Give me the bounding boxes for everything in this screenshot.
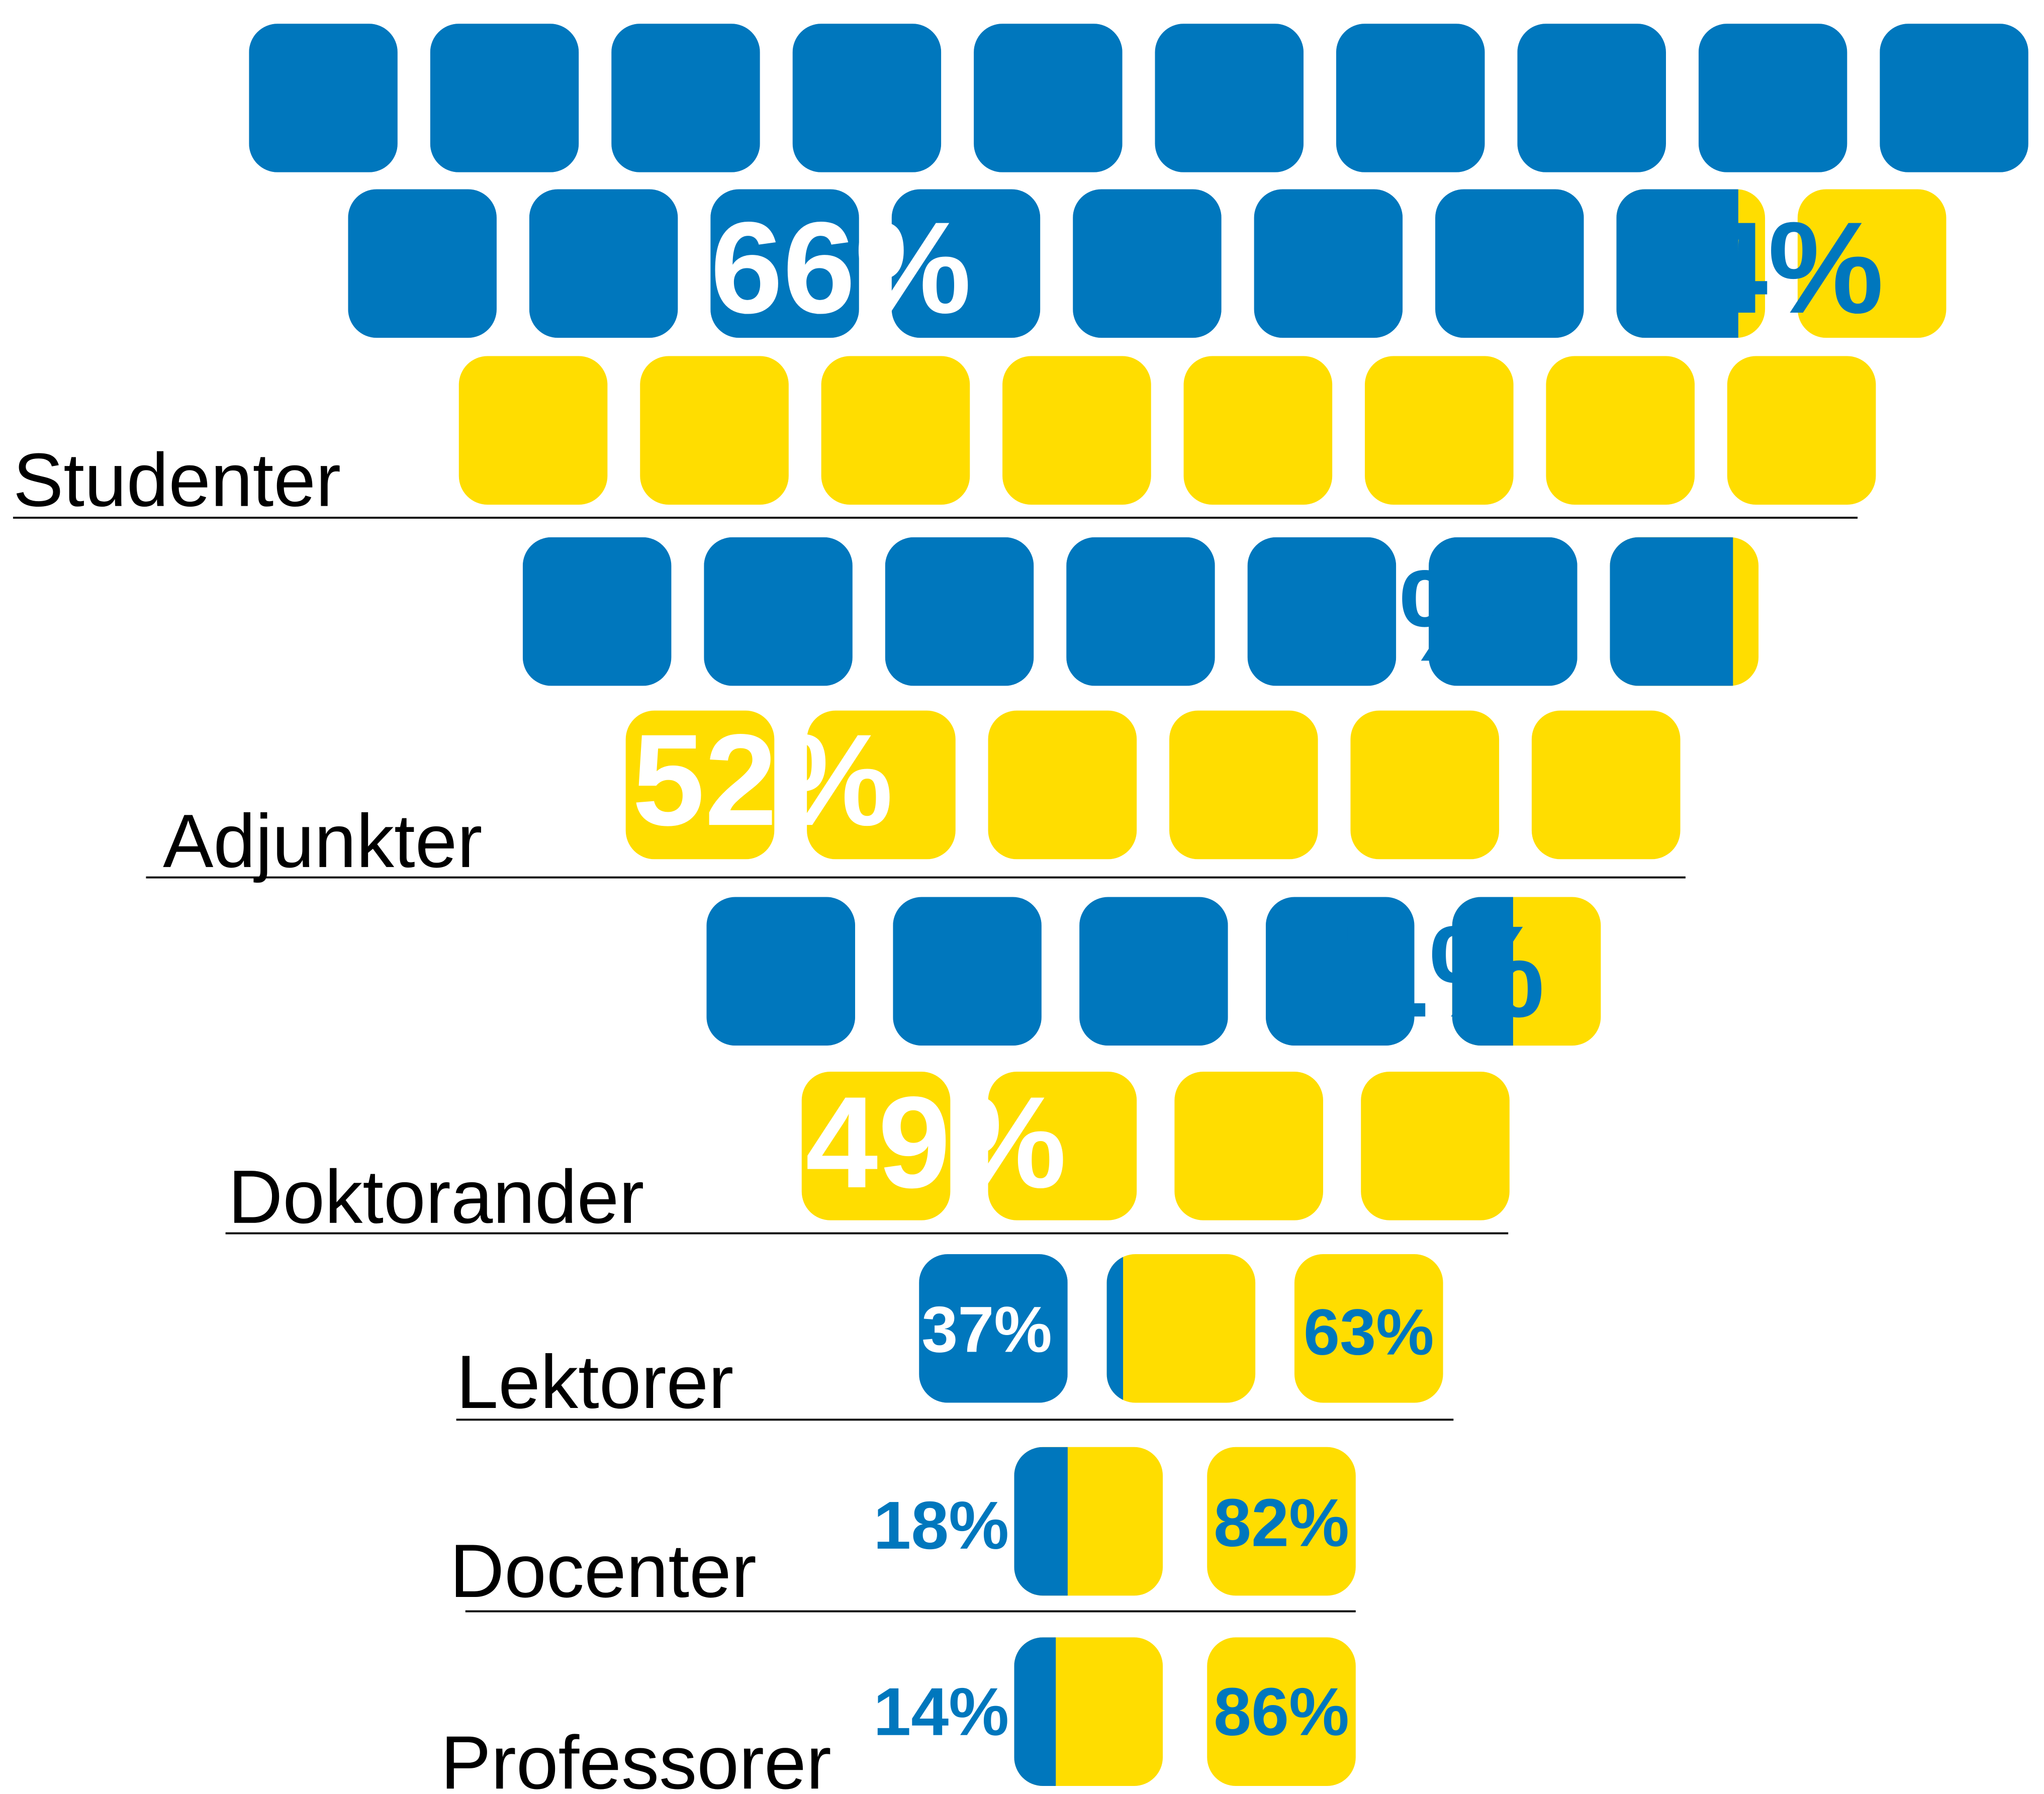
- square: [522, 537, 672, 686]
- square: [430, 24, 579, 172]
- value-label: 82%: [1214, 1485, 1349, 1561]
- square: [1247, 537, 1397, 686]
- square: [1336, 24, 1485, 172]
- square: [1435, 189, 1584, 338]
- square: [1183, 356, 1333, 505]
- square: [1452, 897, 1513, 1046]
- square: [1169, 710, 1318, 860]
- value-label: 49%: [805, 1069, 1066, 1215]
- square: [458, 356, 608, 505]
- square: [1014, 1447, 1068, 1596]
- square: [1002, 356, 1151, 505]
- square: [919, 1254, 1068, 1403]
- square: [893, 897, 1042, 1046]
- square: [1361, 1071, 1510, 1220]
- category-label: Docenter: [450, 1529, 757, 1613]
- square: [1106, 1254, 1256, 1403]
- square: [710, 189, 859, 338]
- square: [529, 189, 678, 338]
- blue-squares: [1014, 1637, 1056, 1786]
- value-label: 47%: [1254, 542, 1515, 688]
- square: [1254, 189, 1403, 338]
- value-label: 63%: [1304, 1296, 1434, 1369]
- square: [1546, 356, 1695, 505]
- category-label: Studenter: [13, 438, 341, 522]
- square: [348, 189, 497, 338]
- square: [1429, 537, 1577, 686]
- square: [885, 537, 1034, 686]
- blue-squares: [522, 537, 1733, 686]
- value-label: 34%: [1623, 195, 1884, 340]
- square: [988, 710, 1137, 860]
- square: [1698, 24, 1847, 172]
- category-label: Professorer: [440, 1720, 831, 1794]
- square: [1079, 897, 1228, 1046]
- blue-squares: [706, 897, 1513, 1046]
- square: [1350, 710, 1500, 860]
- square: [891, 189, 1041, 338]
- square: [1066, 537, 1215, 686]
- square: [1531, 710, 1681, 860]
- square: [1364, 356, 1514, 505]
- square: [1073, 189, 1222, 338]
- square: [1727, 356, 1876, 505]
- square: [1610, 537, 1733, 686]
- square: [1207, 1447, 1356, 1596]
- square: [974, 24, 1123, 172]
- value-label: 14%: [873, 1674, 1009, 1750]
- square: [1294, 1254, 1443, 1403]
- square: [988, 1071, 1137, 1220]
- yellow-squares: [458, 189, 1946, 505]
- category-label: Doktorander: [228, 1155, 644, 1239]
- square: [821, 356, 970, 505]
- category-label: Lektorer: [456, 1340, 734, 1424]
- square: [1265, 897, 1415, 1046]
- square: [801, 1071, 951, 1220]
- square: [1155, 24, 1304, 172]
- square: [1014, 1637, 1056, 1786]
- value-label: 37%: [921, 1293, 1052, 1366]
- blue-squares: [249, 24, 2028, 338]
- square: [249, 24, 398, 172]
- category-label: Adjunkter: [163, 799, 482, 883]
- yellow-squares: [1106, 1254, 1443, 1403]
- square: [1880, 24, 2028, 172]
- blue-squares: [919, 1254, 1124, 1403]
- square: [706, 897, 856, 1046]
- square: [1797, 189, 1946, 338]
- square: [1106, 1254, 1124, 1403]
- yellow-squares: [801, 897, 1601, 1220]
- square: [611, 24, 760, 172]
- square: [640, 356, 789, 505]
- value-label: 86%: [1214, 1674, 1349, 1750]
- square: [1174, 1071, 1324, 1220]
- value-label: 51%: [1284, 898, 1545, 1044]
- square: [1616, 189, 1738, 338]
- value-label: 52%: [632, 707, 893, 853]
- square: [1207, 1637, 1356, 1786]
- blue-squares: [1014, 1447, 1068, 1596]
- square: [807, 710, 956, 860]
- square: [1517, 24, 1666, 172]
- square: [704, 537, 853, 686]
- value-label: 18%: [873, 1487, 1009, 1563]
- value-label: 66%: [710, 195, 971, 340]
- square: [792, 24, 942, 172]
- square: [625, 710, 775, 860]
